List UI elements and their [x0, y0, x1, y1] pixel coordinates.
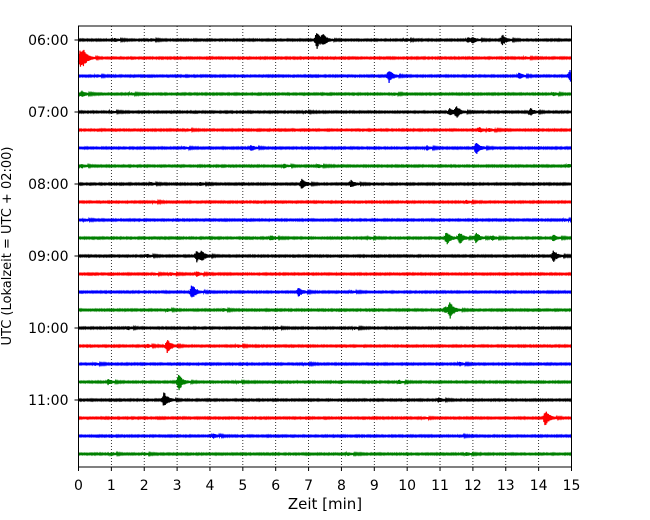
y-tick-label: 08:00 [28, 177, 68, 193]
x-tick-label: 15 [563, 478, 581, 494]
x-tick-label: 1 [107, 478, 116, 494]
trace-row [77, 340, 573, 354]
x-tick-label: 14 [530, 478, 548, 494]
x-tick-label: 2 [140, 478, 149, 494]
y-tick-label: 10:00 [28, 321, 68, 337]
trace-row [77, 106, 573, 118]
trace-row [77, 216, 573, 224]
y-tick-label: 06:00 [28, 33, 68, 49]
x-tick-label: 5 [238, 478, 247, 494]
trace-row [77, 450, 573, 458]
trace-row [77, 90, 573, 98]
x-tick-label: 0 [74, 478, 83, 494]
x-axis-label: Zeit [min] [288, 495, 362, 513]
plot-background [78, 26, 572, 467]
trace-row [77, 250, 573, 263]
y-axis: 06:00 07:00 08:00 09:00 10:00 11:00 [28, 33, 79, 409]
trace-row [77, 49, 573, 67]
trace-row [77, 285, 573, 298]
trace-row [77, 69, 573, 84]
trace-row [77, 360, 573, 368]
x-tick-label: 9 [370, 478, 379, 494]
x-tick-label: 3 [173, 478, 182, 494]
trace-row [77, 143, 573, 154]
trace-row [77, 126, 573, 134]
trace-row [77, 302, 573, 319]
trace-row [77, 33, 573, 49]
trace-row [77, 374, 573, 391]
x-tick-label: 11 [431, 478, 449, 494]
x-tick-label: 6 [271, 478, 280, 494]
y-tick-label: 11:00 [28, 393, 68, 409]
y-axis-label: UTC (Lokalzeit = UTC + 02:00) [0, 147, 15, 346]
trace-row [77, 270, 573, 278]
x-tick-label: 4 [206, 478, 215, 494]
traces [77, 33, 573, 458]
x-tick-label: 7 [304, 478, 313, 494]
trace-row [77, 198, 573, 206]
x-tick-label: 13 [497, 478, 515, 494]
y-tick-label: 07:00 [28, 105, 68, 121]
trace-row [77, 432, 573, 440]
y-tick-label: 09:00 [28, 249, 68, 265]
x-tick-label: 12 [464, 478, 482, 494]
trace-row [77, 324, 573, 332]
x-axis: 0 1 2 3 4 5 6 7 8 9 10 11 12 13 14 15 [74, 467, 580, 494]
plot-frame [78, 25, 572, 468]
trace-row [77, 411, 573, 426]
x-tick-label: 8 [337, 478, 346, 494]
trace-row [77, 162, 573, 170]
x-tick-label: 10 [398, 478, 416, 494]
trace-row [77, 178, 573, 189]
trace-row [77, 232, 573, 245]
trace-row [77, 392, 573, 406]
